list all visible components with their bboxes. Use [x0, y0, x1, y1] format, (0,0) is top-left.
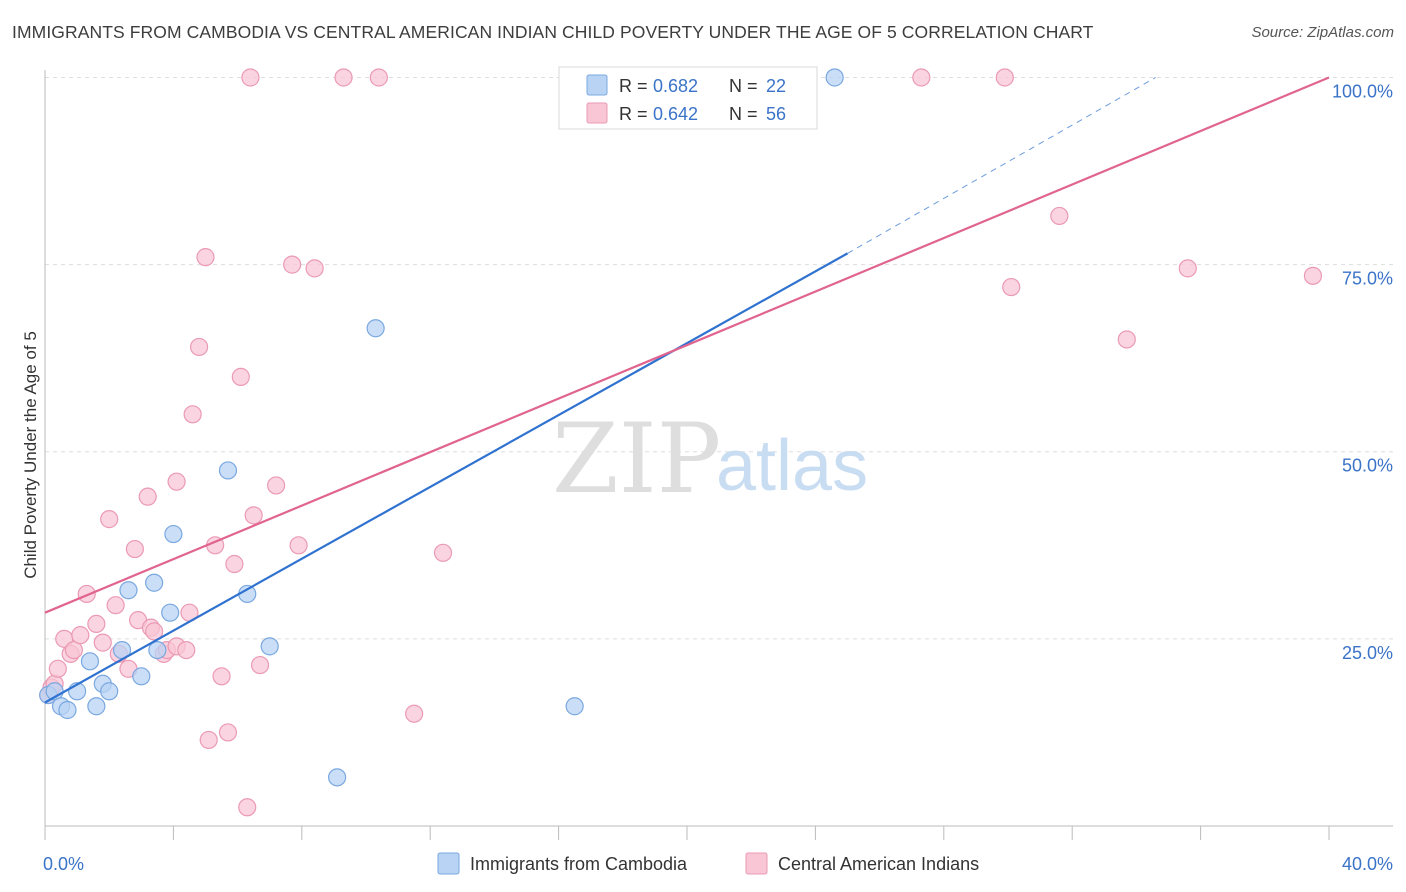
legend-r-cambodia: 0.682 [653, 76, 698, 96]
cai-point [106, 596, 125, 615]
cai-point [231, 367, 250, 386]
cambodia-point [80, 652, 100, 671]
cambodia-point [100, 682, 119, 701]
cai-point [238, 798, 257, 817]
cai-point [167, 472, 186, 491]
cambodia-point [161, 603, 180, 622]
legend-r-cai: 0.642 [653, 104, 698, 124]
cai-point [183, 405, 202, 424]
cai-point [995, 68, 1014, 87]
y-axis-label: Child Poverty Under the Age of 5 [21, 331, 40, 579]
legend-n-label: N = [729, 104, 758, 124]
cai-point [283, 255, 302, 274]
cai-point [100, 510, 119, 529]
watermark: ZIP atlas [552, 403, 868, 515]
legend-n-label: N = [729, 76, 758, 96]
cai-point [289, 536, 308, 555]
cambodia-point [328, 768, 347, 787]
bottom-legend-label-cai: Central American Indians [778, 854, 979, 874]
cai-point [64, 640, 83, 660]
cai-point [912, 68, 931, 87]
cambodia-point [132, 667, 151, 686]
legend-box: R = 0.682 N = 22 R = 0.642 N = 56 [558, 66, 818, 130]
x-tick-labels: 0.0% 40.0% [43, 854, 1393, 874]
bottom-legend-label-cambodia: Immigrants from Cambodia [470, 854, 688, 874]
source-credit: Source: ZipAtlas.com [1251, 24, 1394, 41]
trend-lines [44, 76, 1330, 704]
cai-point [1303, 266, 1323, 285]
cai-point [1178, 259, 1197, 278]
cai-point [93, 633, 112, 652]
data-points [39, 68, 1323, 817]
cai-point [212, 667, 231, 686]
cai-point [405, 704, 424, 723]
chart-title: IMMIGRANTS FROM CAMBODIA VS CENTRAL AMER… [12, 22, 1094, 42]
cambodia-point [238, 584, 257, 604]
cai-point [189, 337, 209, 357]
cambodia-point [218, 461, 238, 480]
bottom-legend-swatch-cambodia [437, 852, 460, 875]
bottom-legend-swatch-cai [745, 852, 768, 875]
cai-point [1002, 277, 1021, 297]
watermark-atlas: atlas [716, 426, 868, 506]
y-tick-labels: 25.0% 50.0% 75.0% 100.0% [1332, 81, 1393, 662]
cambodia-point [164, 524, 183, 544]
cai-point [241, 68, 260, 87]
cai-point [145, 622, 164, 641]
cai-point [199, 730, 218, 750]
cai-point [250, 655, 270, 675]
cambodia-point [565, 697, 584, 716]
y-tick-label: 50.0% [1342, 456, 1393, 476]
cai-point [334, 68, 353, 87]
bottom-legend: Immigrants from Cambodia Central America… [437, 852, 979, 875]
cai-point [177, 640, 196, 660]
cambodia-point [58, 700, 77, 720]
cai-point [1050, 206, 1069, 226]
cai-point [125, 539, 144, 559]
cai-point [1117, 330, 1136, 349]
cambodia-point [825, 68, 844, 87]
y-tick-label: 25.0% [1342, 643, 1393, 663]
cai-point [71, 626, 90, 645]
cai-point [138, 487, 157, 506]
grid-lines [45, 76, 1393, 640]
cai-point [433, 543, 453, 562]
trend-extension-cambodia [847, 77, 1156, 254]
cambodia-point [87, 697, 106, 716]
y-tick-label: 100.0% [1332, 81, 1393, 101]
cambodia-point [148, 640, 167, 660]
legend-r-label: R = [619, 76, 648, 96]
cambodia-point [260, 637, 279, 656]
trend-line-cai [44, 76, 1330, 614]
cai-point [267, 476, 286, 495]
cai-point [305, 259, 324, 278]
legend-r-label: R = [619, 104, 648, 124]
cai-point [48, 659, 67, 678]
cai-point [244, 506, 263, 525]
watermark-zip: ZIP [552, 403, 721, 515]
cai-point [369, 68, 388, 87]
x-tick-label: 40.0% [1342, 854, 1393, 874]
cambodia-point [119, 581, 138, 600]
cai-point [87, 614, 106, 634]
x-tick-label: 0.0% [43, 854, 84, 874]
cambodia-point [145, 573, 164, 592]
legend-swatch-cai [586, 102, 608, 124]
trend-line-cambodia [44, 252, 849, 704]
legend-n-cambodia: 22 [766, 76, 786, 96]
legend-swatch-cambodia [586, 74, 608, 96]
cai-point [225, 554, 244, 574]
cambodia-point [366, 319, 385, 338]
cai-point [196, 248, 215, 267]
y-tick-label: 75.0% [1342, 269, 1393, 289]
legend-n-cai: 56 [766, 104, 786, 124]
cai-point [218, 723, 238, 742]
